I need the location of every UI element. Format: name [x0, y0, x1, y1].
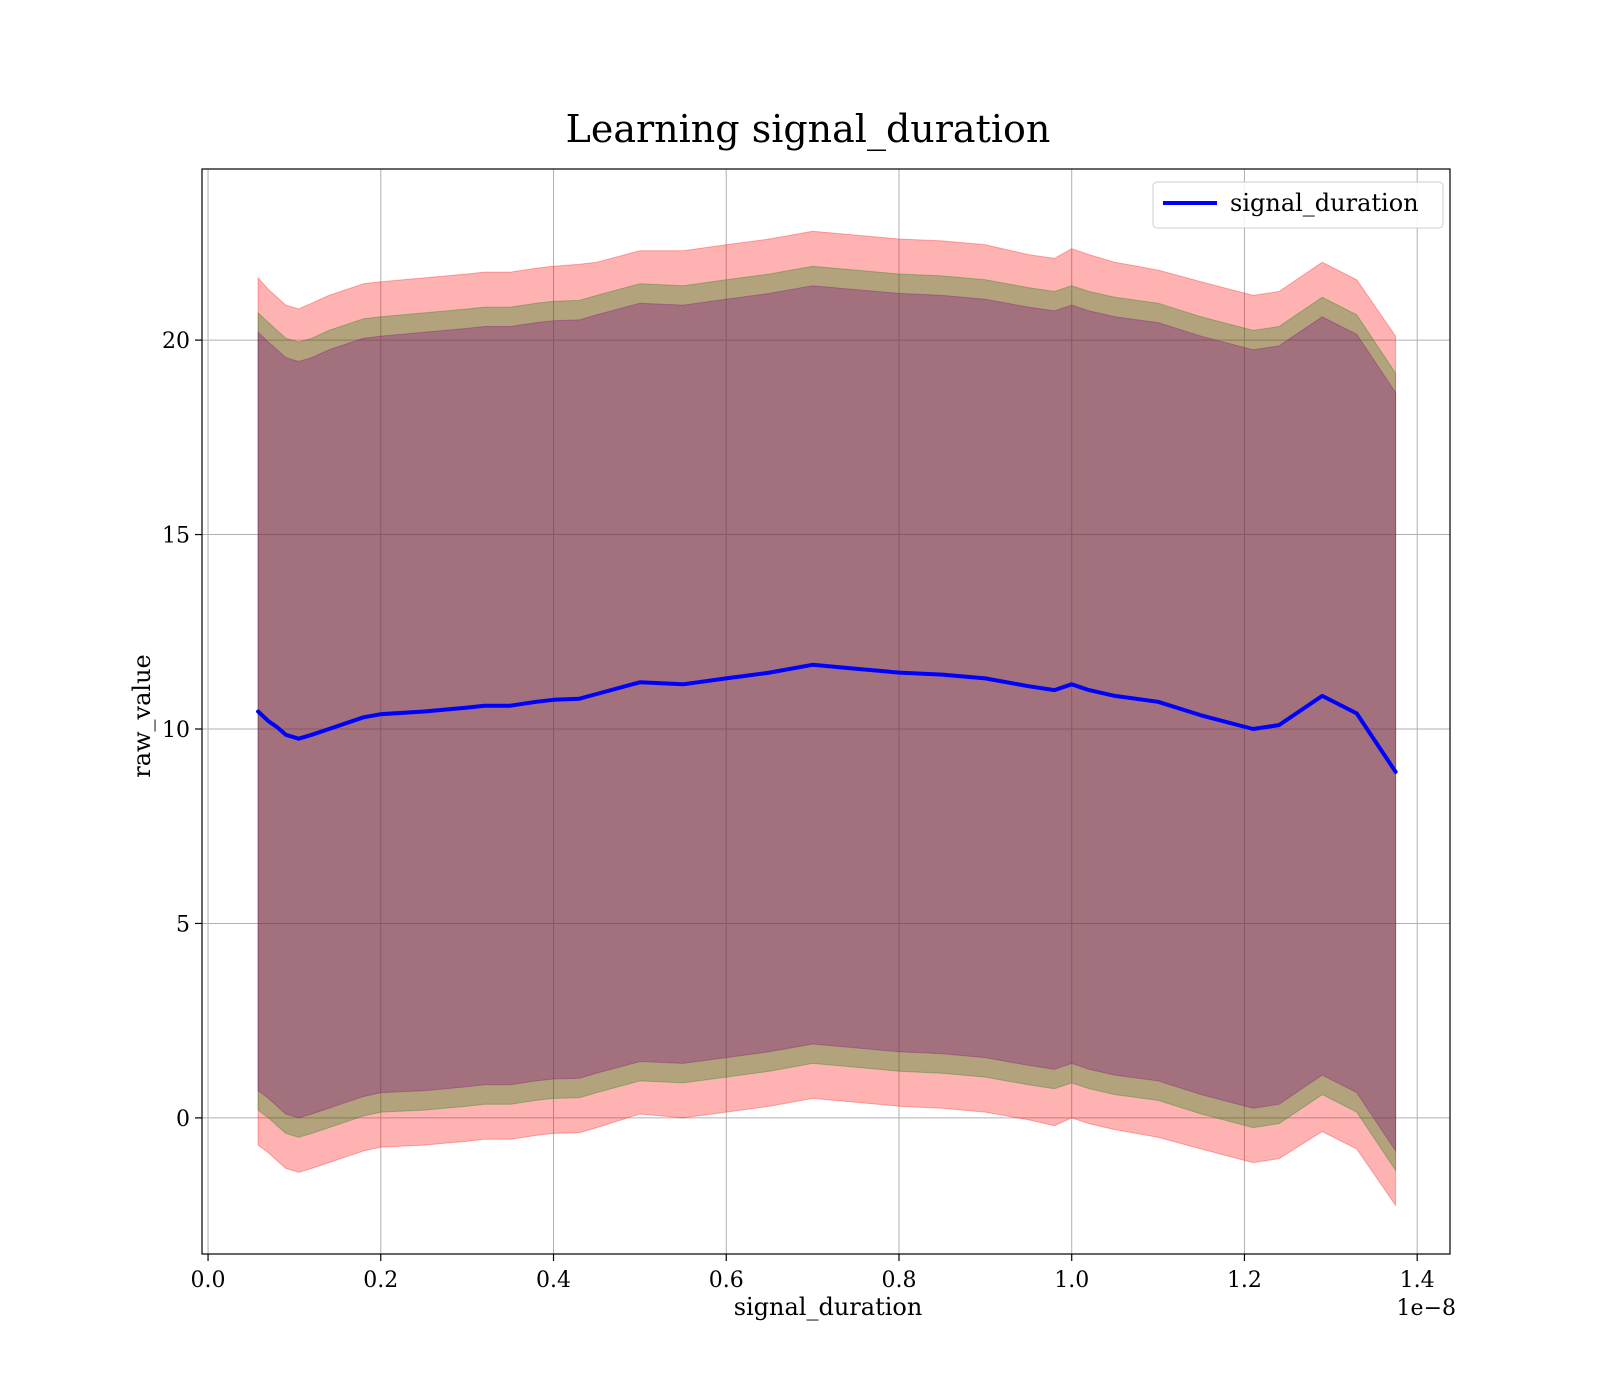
x-tick-label: 0.4 [536, 1268, 571, 1293]
x-tick-label: 1.4 [1400, 1268, 1435, 1293]
y-tick-label: 15 [162, 524, 190, 549]
legend-box [1152, 181, 1444, 229]
plot-frame [201, 168, 1451, 1255]
grid [202, 169, 1450, 1254]
chart-title: Learning signal_duration [566, 107, 1051, 152]
y-tick-label: 5 [176, 912, 190, 937]
y-axis-label: raw_value [128, 654, 156, 778]
series-line [256, 662, 1398, 774]
x-tick-label: 0.2 [363, 1268, 398, 1293]
x-axis-offset-text: 1e−8 [1397, 1296, 1456, 1321]
x-tick-label: 0.0 [191, 1268, 226, 1293]
x-axis-label: signal_duration [734, 1293, 923, 1321]
y-tick-label: 10 [162, 718, 190, 743]
x-tick-label: 0.8 [881, 1268, 916, 1293]
confidence-band-1 [257, 230, 1397, 1208]
y-tick-label: 0 [176, 1107, 190, 1132]
y-tick-label: 20 [162, 329, 190, 354]
x-tick-label: 0.6 [709, 1268, 744, 1293]
x-tick-label: 1.0 [1054, 1268, 1089, 1293]
legend: signal_duration [1152, 181, 1444, 229]
bands-layer [257, 230, 1397, 1208]
confidence-band-3 [257, 285, 1397, 1153]
confidence-band-2 [257, 265, 1397, 1173]
legend-label: signal_duration [1230, 189, 1419, 217]
series-layer [256, 662, 1398, 774]
ticks: 0.0 0.2 0.4 0.6 0.8 1.0 1.2 1.4 0 5 10 15 20 [162, 329, 1435, 1293]
x-tick-label: 1.2 [1227, 1268, 1262, 1293]
